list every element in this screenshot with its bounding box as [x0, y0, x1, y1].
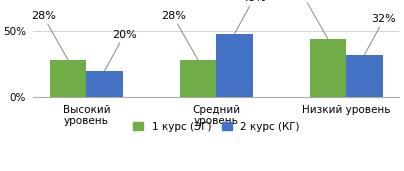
Bar — [86, 71, 123, 97]
Text: 28%: 28% — [161, 11, 198, 60]
Text: 28%: 28% — [31, 11, 68, 60]
Legend: 1 курс (ЭГ), 2 курс (КГ): 1 курс (ЭГ), 2 курс (КГ) — [129, 118, 304, 136]
Bar — [346, 55, 383, 97]
Text: 20%: 20% — [105, 30, 137, 71]
Text: 32%: 32% — [364, 14, 396, 55]
Bar — [310, 39, 346, 97]
Bar — [180, 60, 216, 97]
Text: 44%: 44% — [290, 0, 328, 39]
Text: 48%: 48% — [234, 0, 266, 34]
Bar — [50, 60, 86, 97]
Bar — [216, 34, 252, 97]
